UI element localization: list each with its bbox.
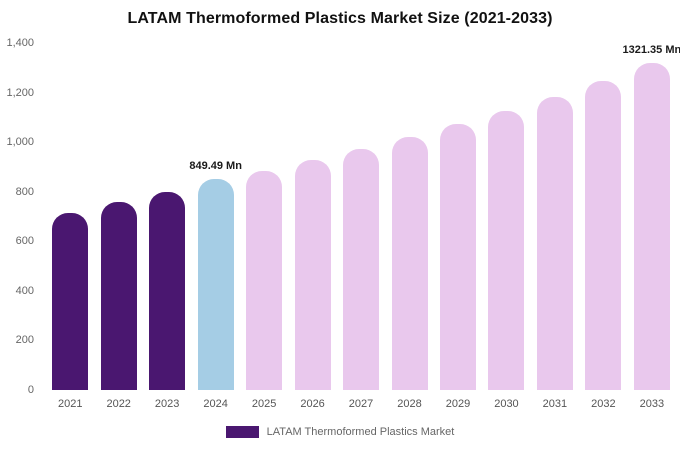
y-tick-label: 800 — [15, 185, 34, 198]
bar-slot-2022 — [94, 43, 142, 390]
bar-2030 — [488, 110, 525, 390]
x-tick-label-2023: 2023 — [154, 398, 180, 410]
bar-2032 — [585, 81, 622, 390]
y-axis: 0 200 400 600 800 1,000 1,200 1,400 — [0, 37, 40, 396]
x-tick-label-2029: 2029 — [445, 398, 471, 410]
x-tick-label-2030: 2030 — [494, 398, 519, 410]
plot-area: 849.49 Mn 1321.35 Mn — [46, 43, 680, 390]
legend-swatch — [225, 426, 259, 438]
bar-slot-2025 — [240, 43, 288, 390]
x-tick-label-2026: 2026 — [300, 398, 325, 410]
bar-2022 — [100, 202, 137, 390]
bar-slot-2030 — [482, 43, 530, 390]
bar-slot-2021 — [46, 43, 94, 390]
bar-2027 — [343, 149, 380, 390]
x-tick-label-2024: 2024 — [203, 398, 228, 410]
data-label-2024: 849.49 Mn — [189, 160, 242, 173]
bar-2021 — [52, 212, 89, 390]
y-tick-label: 200 — [15, 334, 34, 347]
y-tick-label: 0 — [27, 384, 34, 396]
bar-2026 — [294, 160, 331, 390]
chart-title: LATAM Thermoformed Plastics Market Size … — [127, 10, 553, 27]
y-tick-label: 600 — [15, 235, 34, 248]
bar-2031 — [536, 96, 573, 390]
y-tick-label: 1,200 — [6, 86, 34, 99]
legend-label: LATAM Thermoformed Plastics Market — [266, 426, 455, 438]
x-tick-label-2025: 2025 — [251, 398, 277, 410]
bar-2025 — [246, 170, 283, 390]
x-tick-label-2032: 2032 — [591, 398, 616, 410]
bar-slot-2024: 849.49 Mn — [189, 43, 242, 390]
x-tick-label-2031: 2031 — [542, 398, 568, 410]
y-tick-label: 1,000 — [6, 136, 34, 149]
bar-slot-2023 — [143, 43, 191, 390]
bar-slot-2027 — [337, 43, 385, 390]
bar-slot-2031 — [531, 43, 579, 390]
bar-2023 — [149, 191, 186, 390]
x-tick-label-2027: 2027 — [348, 398, 374, 410]
x-tick-label-2028: 2028 — [397, 398, 422, 410]
legend: LATAM Thermoformed Plastics Market — [0, 426, 680, 438]
bar-slot-2026 — [288, 43, 336, 390]
x-tick-label-2022: 2022 — [106, 398, 131, 410]
bar-slot-2033: 1321.35 Mn — [623, 43, 680, 390]
x-axis: 2021 2022 2023 2024 2025 2026 2027 2028 2029 2030… — [46, 398, 676, 414]
bar-2028 — [391, 136, 428, 390]
data-label-2033: 1321.35 Mn — [622, 43, 680, 56]
y-tick-label: 1,400 — [6, 37, 34, 49]
bar-slot-2028 — [385, 43, 433, 390]
bar-2024 — [197, 179, 234, 390]
bar-slot-2032 — [579, 43, 627, 390]
y-tick-label: 400 — [15, 284, 34, 297]
bar-2029 — [439, 124, 476, 390]
bar-slot-2029 — [434, 43, 482, 390]
x-tick-label-2021: 2021 — [57, 398, 83, 410]
x-tick-label-2033: 2033 — [639, 398, 665, 410]
bar-2033 — [633, 62, 670, 390]
